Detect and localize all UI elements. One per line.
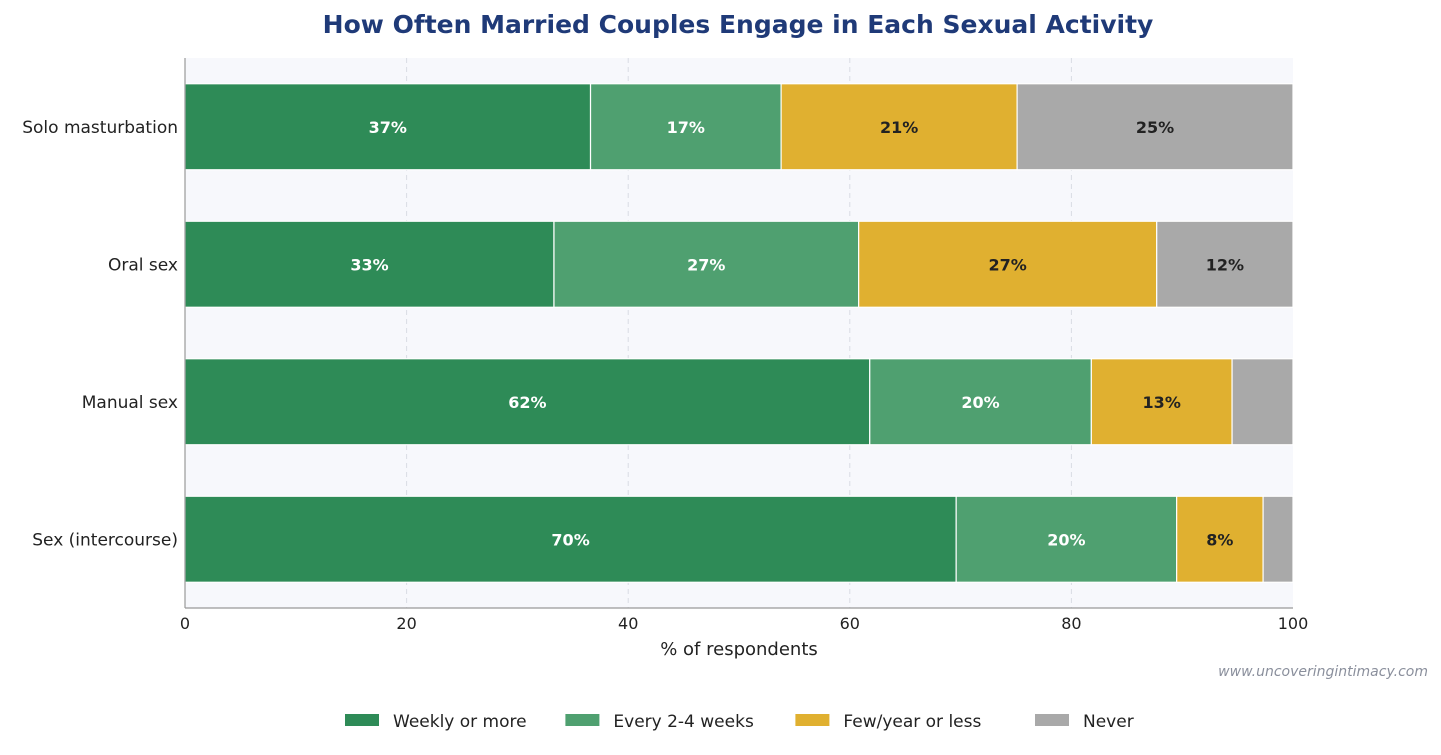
x-tick-label: 20: [396, 614, 416, 633]
bar-segment: [184, 220, 555, 308]
x-tick-label: 60: [840, 614, 860, 633]
legend-swatch: [1035, 714, 1069, 726]
legend-item: Few/year or less: [795, 712, 982, 732]
legend-label: Weekly or more: [393, 712, 527, 732]
bar-segment: [553, 220, 860, 308]
bar-segment: [955, 495, 1178, 583]
bar-data-label: 37%: [369, 118, 407, 137]
bar-data-label: 70%: [551, 530, 589, 549]
bar-segment: [1156, 220, 1294, 308]
bar-data-label: 13%: [1143, 393, 1181, 412]
bar-segment: [1016, 83, 1294, 171]
y-category-label: Sex (intercourse): [32, 530, 178, 550]
bar-data-label: 21%: [880, 118, 918, 137]
source-note: www.uncoveringintimacy.com: [1218, 664, 1428, 680]
x-tick-label: 0: [180, 614, 190, 633]
x-tick-label: 100: [1278, 614, 1309, 633]
bar-segment: [1090, 358, 1233, 446]
bars: [184, 83, 1294, 583]
bar-data-label: 62%: [508, 393, 546, 412]
x-tick-label: 80: [1061, 614, 1081, 633]
legend-item: Weekly or more: [345, 712, 527, 732]
bar-segment: [869, 358, 1092, 446]
bar-data-label: 33%: [350, 255, 388, 274]
bar-data-label: 12%: [1206, 255, 1244, 274]
bar-segment: [1176, 495, 1264, 583]
y-category-label: Manual sex: [82, 393, 178, 413]
x-tick-label: 40: [618, 614, 638, 633]
legend-label: Few/year or less: [843, 712, 981, 732]
legend: Weekly or more Every 2-4 weeks Few/year or…: [345, 712, 1134, 732]
legend-swatch: [565, 714, 600, 726]
x-axis-label: % of respondents: [660, 639, 818, 660]
bar-segment: [858, 220, 1158, 308]
legend-label: Never: [1083, 712, 1134, 732]
bar-segment: [184, 358, 871, 446]
y-category-label: Solo masturbation: [22, 118, 178, 138]
bar-segment: [780, 83, 1018, 171]
bar-data-label: 27%: [989, 255, 1027, 274]
legend-swatch: [795, 714, 830, 726]
bar-segment: [184, 83, 592, 171]
bar-data-label: 20%: [961, 393, 999, 412]
bar-segment: [1231, 358, 1294, 446]
legend-swatch: [345, 714, 379, 726]
data-labels: 37% 17% 21% 25% 33% 27% 27% 12% 62% 20% 13% 70% 20% 8…: [350, 118, 1244, 550]
chart-title: How Often Married Couples Engage in Each…: [323, 10, 1154, 39]
bar-segment: [184, 495, 957, 583]
bar-data-label: 20%: [1047, 530, 1085, 549]
y-axis-categories: Solo masturbation Oral sex Manual sex Sex (…: [22, 118, 178, 551]
legend-item: Every 2-4 weeks: [565, 712, 754, 732]
bar-data-label: 17%: [667, 118, 705, 137]
bar-data-label: 8%: [1206, 530, 1233, 549]
y-category-label: Oral sex: [108, 255, 178, 275]
bar-data-label: 25%: [1136, 118, 1174, 137]
legend-label: Every 2-4 weeks: [613, 712, 754, 732]
legend-item: Never: [1035, 712, 1134, 732]
bar-data-label: 27%: [687, 255, 725, 274]
x-axis-ticks: 0 20 40 60 80 100: [180, 614, 1308, 633]
bar-segment: [1262, 495, 1294, 583]
